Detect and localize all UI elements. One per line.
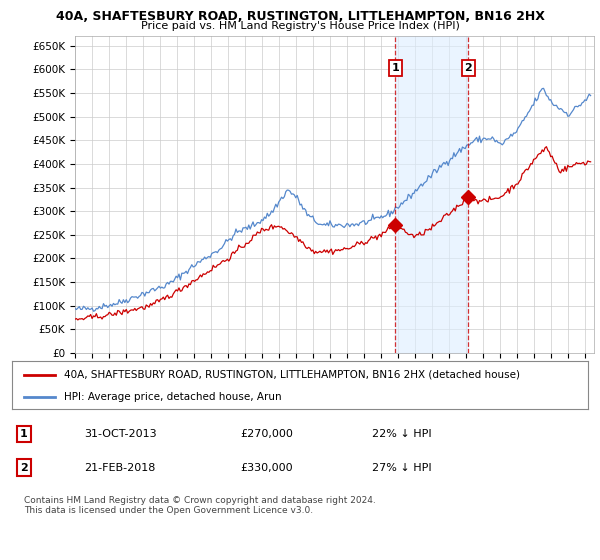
Text: £270,000: £270,000 bbox=[240, 429, 293, 439]
Text: 1: 1 bbox=[20, 429, 28, 439]
Text: Contains HM Land Registry data © Crown copyright and database right 2024.
This d: Contains HM Land Registry data © Crown c… bbox=[24, 496, 376, 515]
Text: HPI: Average price, detached house, Arun: HPI: Average price, detached house, Arun bbox=[64, 392, 281, 402]
Text: 27% ↓ HPI: 27% ↓ HPI bbox=[372, 463, 431, 473]
Text: 21-FEB-2018: 21-FEB-2018 bbox=[84, 463, 155, 473]
Text: 40A, SHAFTESBURY ROAD, RUSTINGTON, LITTLEHAMPTON, BN16 2HX (detached house): 40A, SHAFTESBURY ROAD, RUSTINGTON, LITTL… bbox=[64, 370, 520, 380]
Text: £330,000: £330,000 bbox=[240, 463, 293, 473]
Text: 31-OCT-2013: 31-OCT-2013 bbox=[84, 429, 157, 439]
Text: 1: 1 bbox=[392, 63, 399, 73]
Text: 2: 2 bbox=[464, 63, 472, 73]
Text: 40A, SHAFTESBURY ROAD, RUSTINGTON, LITTLEHAMPTON, BN16 2HX: 40A, SHAFTESBURY ROAD, RUSTINGTON, LITTL… bbox=[56, 10, 544, 22]
Text: Price paid vs. HM Land Registry's House Price Index (HPI): Price paid vs. HM Land Registry's House … bbox=[140, 21, 460, 31]
Text: 22% ↓ HPI: 22% ↓ HPI bbox=[372, 429, 431, 439]
Text: 2: 2 bbox=[20, 463, 28, 473]
